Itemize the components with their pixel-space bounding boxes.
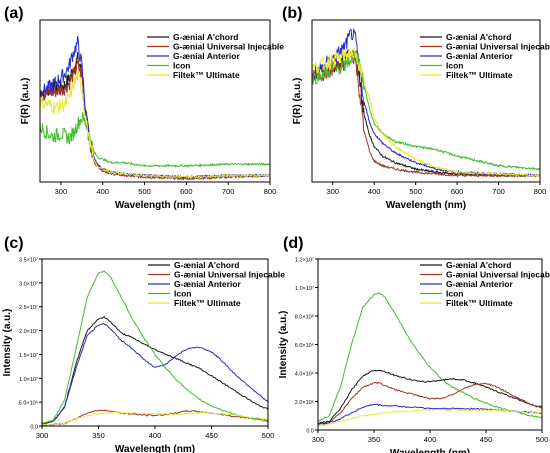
legend-entry: G-ænial Anterior (174, 279, 241, 289)
plot-frame (311, 19, 541, 183)
legend-entry: G-ænial Anterior (446, 51, 513, 61)
y-tick-label: 8.0×10⁶ (295, 314, 314, 321)
x-tick-label: 300 (36, 431, 49, 440)
x-tick-label: 600 (451, 187, 464, 196)
legend-entry: Filtek™ Ultimate (174, 298, 241, 308)
y-tick-label: 2.5×10⁷ (19, 304, 38, 311)
legend-entry: G-ænial Universal Injecable (446, 270, 550, 280)
legend-entry: G-ænial Anterior (446, 279, 513, 289)
panel-label: (c) (4, 235, 24, 252)
x-tick-label: 800 (534, 187, 547, 196)
x-tick-label: 600 (180, 187, 193, 196)
x-axis-label: Wavelength (nm) (390, 448, 470, 453)
series-line-2 (317, 403, 543, 426)
plot-frame (39, 19, 271, 183)
series-line-2 (311, 27, 540, 178)
y-axis-label: F(R) (a.u.) (292, 78, 303, 125)
y-tick-label: 1.0×10⁷ (295, 285, 314, 292)
y-tick-label: 1.0×10⁷ (19, 376, 38, 383)
legend-entry: G-ænial Anterior (173, 51, 240, 61)
series-line-0 (41, 315, 269, 425)
x-tick-label: 450 (205, 431, 218, 440)
x-tick-label: 400 (96, 187, 109, 196)
series-line-4 (41, 411, 269, 426)
y-axis-label: Intensity (a.u.) (278, 311, 289, 379)
x-tick-label: 500 (262, 431, 275, 440)
y-tick-label: 3.0×10⁷ (19, 280, 38, 287)
legend-entry: G-ænial Universal Injecable (173, 42, 284, 52)
legend-entry: G-ænial A'chord (446, 260, 511, 270)
x-tick-label: 400 (368, 187, 381, 196)
x-tick-label: 400 (149, 431, 162, 440)
y-axis-label: F(R) (a.u.) (20, 78, 31, 125)
series-line-4 (317, 408, 543, 427)
series-line-3 (41, 270, 269, 425)
x-tick-label: 450 (480, 435, 493, 444)
series-line-3 (311, 51, 540, 171)
series-line-3 (318, 292, 543, 422)
legend-entry: G-ænial Universal Injecable (174, 270, 285, 280)
legend-entry: G-ænial A'chord (446, 32, 511, 42)
y-tick-label: 6.0×10⁶ (295, 342, 314, 349)
series-line-1 (41, 409, 269, 427)
y-tick-label: 0.0 (30, 425, 38, 431)
series-line-1 (39, 59, 270, 181)
x-tick-label: 500 (409, 187, 422, 196)
legend-entry: Icon (446, 61, 463, 71)
legend-entry: Icon (173, 61, 190, 71)
y-tick-label: 0.0 (306, 429, 314, 435)
y-tick-label: 3.5×10⁷ (19, 257, 38, 264)
y-tick-label: 1.2×10⁷ (295, 257, 314, 264)
panel-label: (a) (4, 5, 24, 22)
x-tick-label: 800 (264, 187, 277, 196)
x-tick-label: 400 (424, 435, 437, 444)
panel-label: (b) (282, 5, 302, 22)
y-tick-label: 1.5×10⁷ (19, 352, 38, 359)
legend-entry: Filtek™ Ultimate (446, 70, 513, 80)
x-axis-label: Wavelength (nm) (115, 444, 195, 453)
series-line-0 (317, 369, 543, 424)
x-tick-label: 700 (492, 187, 505, 196)
series-line-3 (39, 112, 270, 168)
legend-entry: Icon (446, 289, 463, 299)
x-tick-label: 700 (222, 187, 235, 196)
legend-entry: Filtek™ Ultimate (173, 70, 240, 80)
panel-0: (a) 300 400 500 600 700 800 Wavelength (nm) F(R)… (4, 5, 284, 211)
legend-entry: G-ænial Universal Injecable (446, 42, 550, 52)
x-tick-label: 300 (312, 435, 325, 444)
series-line-2 (41, 323, 269, 425)
y-tick-label: 5.0×10⁶ (19, 400, 38, 407)
x-axis-label: Wavelength (nm) (115, 200, 195, 211)
y-tick-label: 4.0×10⁶ (295, 371, 314, 378)
series-line-4 (39, 70, 271, 179)
x-tick-label: 300 (55, 187, 68, 196)
y-axis-label: Intensity (a.u.) (2, 309, 13, 377)
legend-entry: Icon (174, 289, 191, 299)
panel-label: (d) (283, 235, 303, 252)
series-line-1 (317, 381, 543, 426)
legend-entry: Filtek™ Ultimate (446, 298, 513, 308)
series-line-0 (311, 48, 540, 178)
x-tick-label: 500 (536, 435, 549, 444)
legend-entry: G-ænial A'chord (174, 260, 239, 270)
y-tick-label: 2.0×10⁷ (19, 328, 38, 335)
x-tick-label: 500 (138, 187, 151, 196)
x-tick-label: 350 (368, 435, 381, 444)
panel-1: (b) 300 400 500 600 700 800 Wavelength (nm) F(R)… (282, 5, 550, 211)
panel-3: (d) 300 350 400 450 500 0.0 2.0×10⁶ 4.0×10⁶ 6.0×1… (278, 235, 550, 453)
x-tick-label: 350 (92, 431, 105, 440)
panel-2: (c) 300 350 400 450 500 0.0 5.0×10⁶ 1.0×10⁷ 1.5×1… (2, 235, 285, 453)
x-tick-label: 300 (326, 187, 339, 196)
series-line-4 (311, 47, 540, 178)
y-tick-label: 2.0×10⁶ (295, 399, 314, 406)
x-axis-label: Wavelength (nm) (386, 200, 466, 211)
legend-entry: G-ænial A'chord (173, 32, 238, 42)
